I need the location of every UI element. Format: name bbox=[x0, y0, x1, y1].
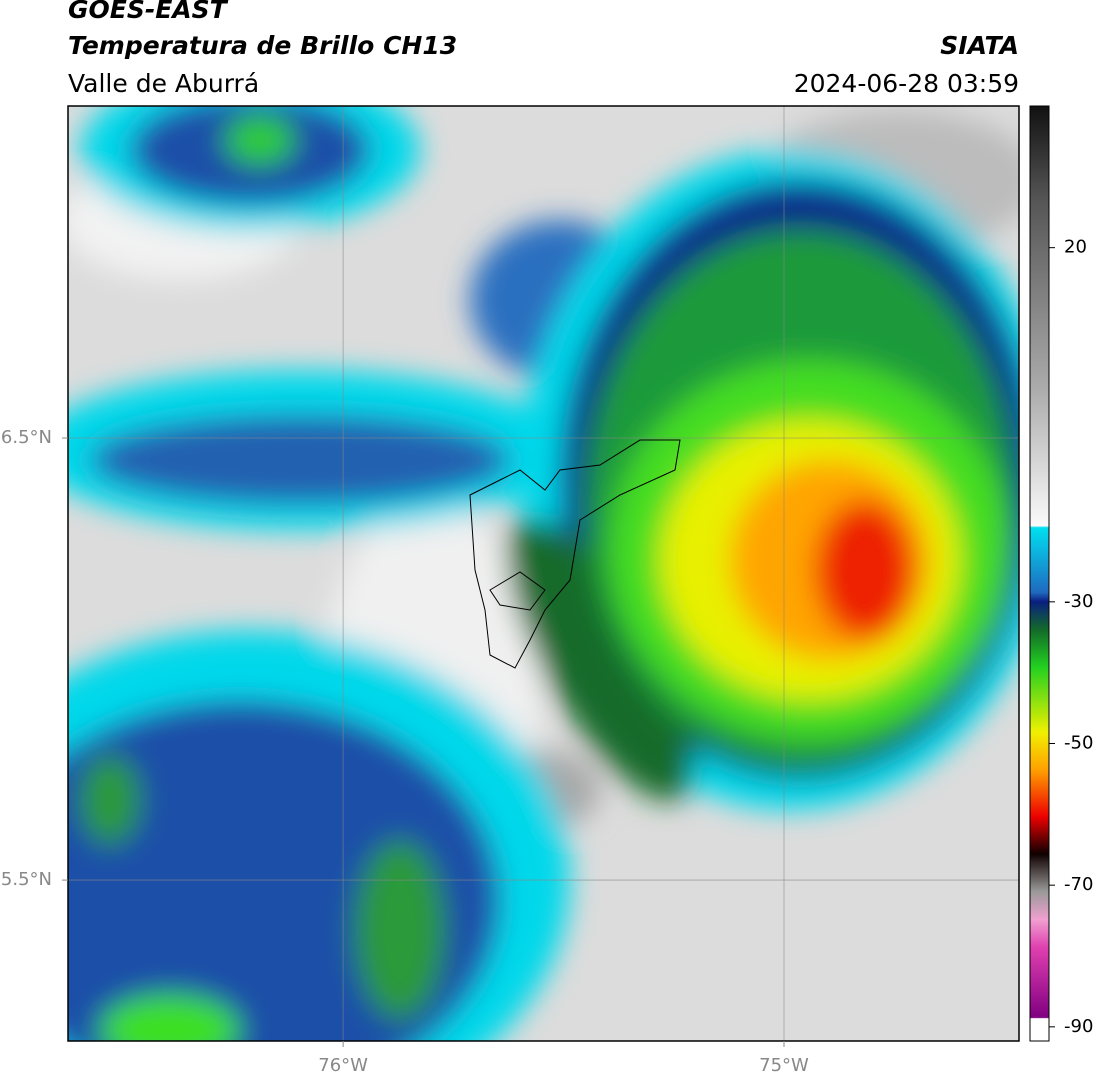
title: GOES-EAST bbox=[68, 0, 229, 24]
colorbar bbox=[1029, 105, 1050, 1042]
subtitle: Temperatura de Brillo CH13 bbox=[68, 31, 457, 60]
satellite-image bbox=[68, 106, 1019, 1041]
colorbar-label: -90 bbox=[1064, 1016, 1093, 1037]
timestamp: 2024-06-28 03:59 bbox=[794, 69, 1019, 98]
colorbar-label: -30 bbox=[1064, 591, 1093, 612]
y-tick-label: 5.5°N bbox=[1, 869, 52, 890]
colorbar-label: -70 bbox=[1064, 874, 1093, 895]
region: Valle de Aburrá bbox=[68, 69, 259, 98]
boundary bbox=[469, 439, 681, 669]
x-tick-label: 76°W bbox=[318, 1055, 368, 1076]
map-frame bbox=[67, 105, 1020, 1042]
y-tick-label: 6.5°N bbox=[1, 427, 52, 448]
colorbar-label: -50 bbox=[1064, 733, 1093, 754]
source: SIATA bbox=[940, 31, 1019, 60]
colorbar-label: 20 bbox=[1064, 237, 1087, 258]
x-tick-label: 75°W bbox=[759, 1055, 809, 1076]
